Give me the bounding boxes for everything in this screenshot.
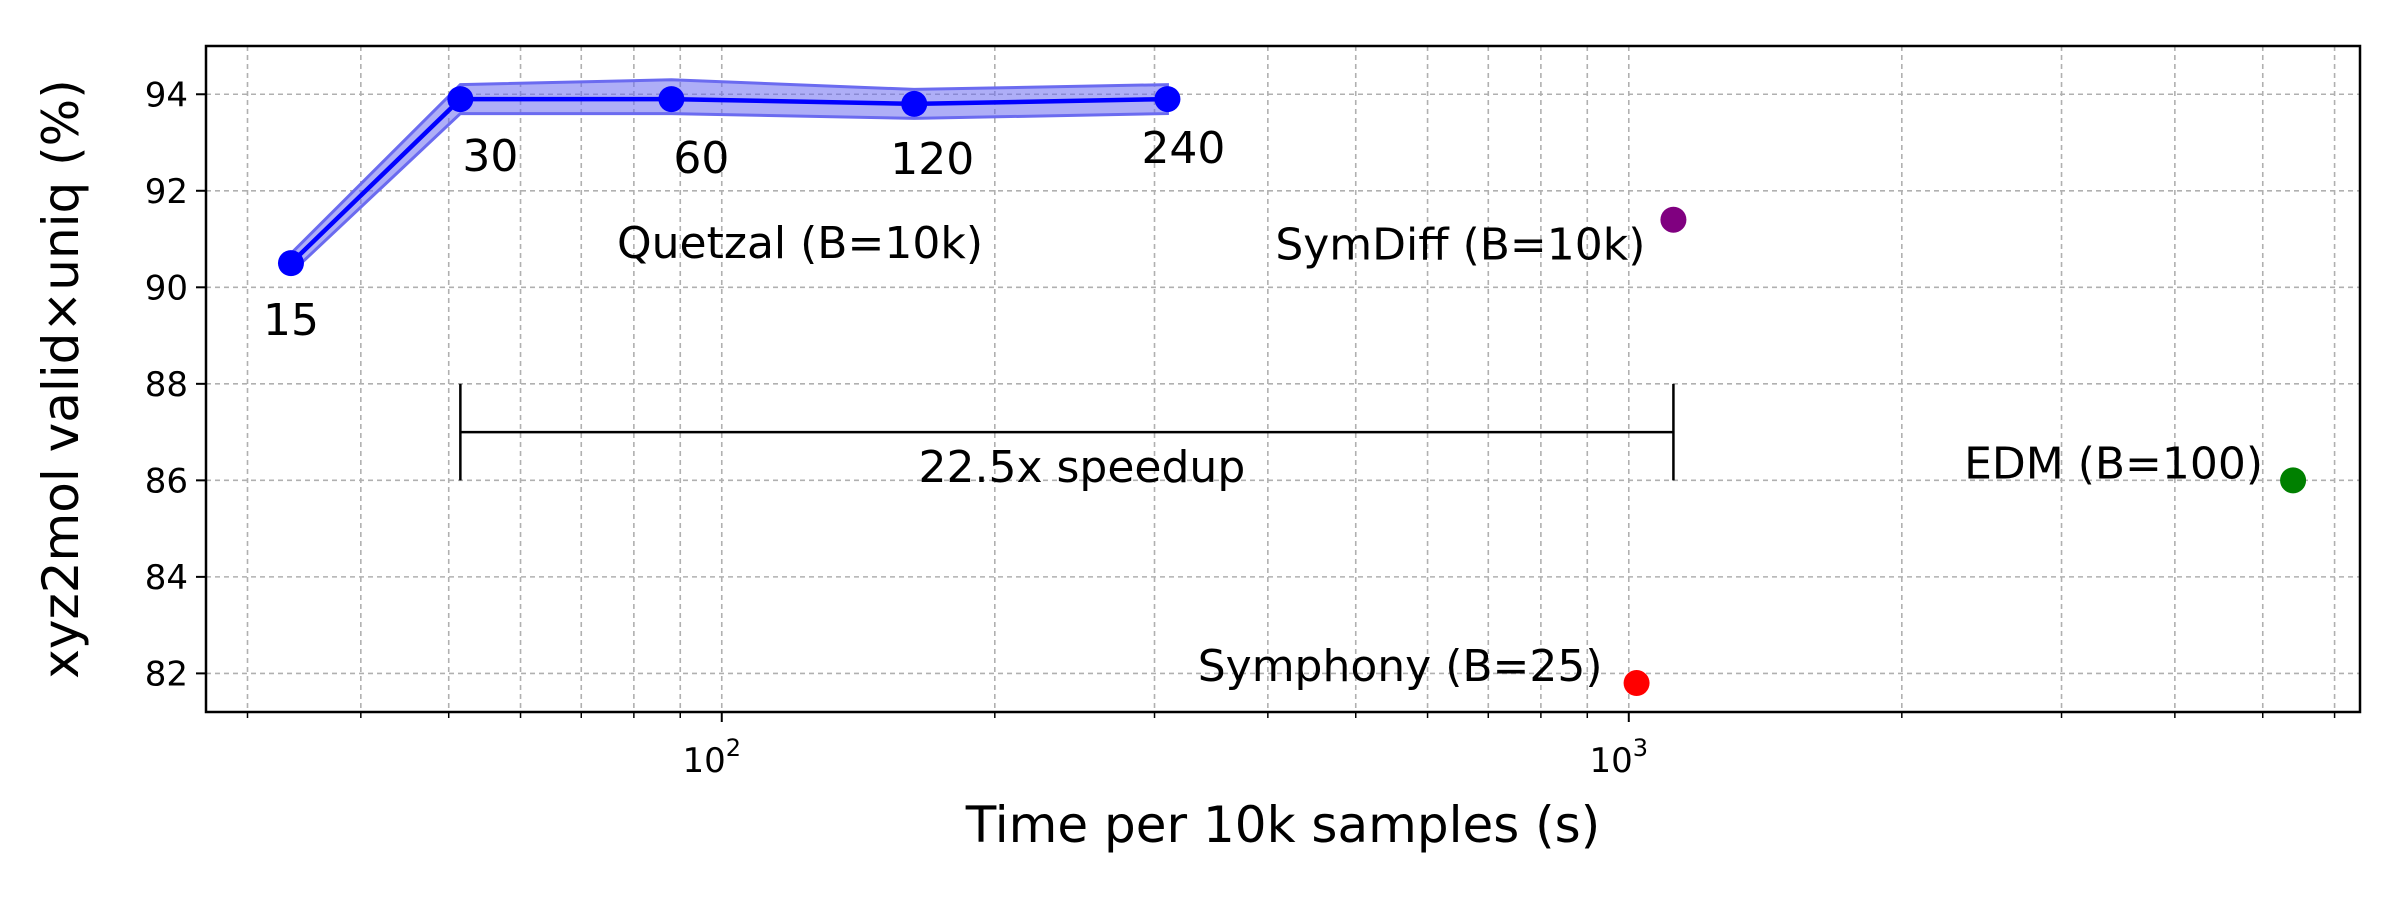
speedup-label: 22.5x speedup <box>919 442 1246 493</box>
y-axis-label: xyz2mol valid×uniq (%) <box>32 79 90 678</box>
x-tick-label-exponent: 3 <box>1633 734 1648 762</box>
annotations: 22.5x speedup <box>459 383 1675 493</box>
x-tick-label: 102 <box>682 734 741 781</box>
data-point <box>1623 670 1650 697</box>
y-tick-label: 84 <box>145 558 188 598</box>
data-point <box>277 250 304 277</box>
data-point <box>2280 467 2307 494</box>
data-point <box>1154 86 1181 113</box>
x-axis-label: Time per 10k samples (s) <box>965 796 1600 854</box>
data-label: 120 <box>890 134 974 185</box>
series-label: Symphony (B=25) <box>1198 641 1603 692</box>
x-tick-label-base: 10 <box>1590 741 1633 781</box>
data-label: 240 <box>1141 123 1225 174</box>
plot-frame <box>204 44 2362 714</box>
series-label: SymDiff (B=10k) <box>1275 220 1645 271</box>
y-tick-label: 88 <box>145 365 188 405</box>
y-tick-label: 82 <box>145 654 188 694</box>
data-point <box>658 86 685 113</box>
y-tick-label: 94 <box>145 75 188 115</box>
grid <box>206 46 2360 712</box>
y-tick-label: 90 <box>145 268 188 308</box>
series-label: EDM (B=100) <box>1964 438 2263 489</box>
y-tick-label: 92 <box>145 172 188 212</box>
data-points <box>277 86 2307 697</box>
data-label: 15 <box>263 295 319 346</box>
data-labels: 15 30 60 120 240 Quetzal (B=10k) SymDiff (B=10… <box>263 123 2263 692</box>
data-point <box>901 90 928 117</box>
data-label: 30 <box>462 131 518 182</box>
data-label: 60 <box>673 133 729 184</box>
x-tick-label-base: 10 <box>682 741 725 781</box>
data-point <box>1660 206 1687 233</box>
x-tick-label-exponent: 2 <box>726 734 741 762</box>
series-label: Quetzal (B=10k) <box>617 218 983 269</box>
data-point <box>447 86 474 113</box>
x-tick-label: 103 <box>1590 734 1649 781</box>
y-tick-label: 86 <box>145 461 188 501</box>
